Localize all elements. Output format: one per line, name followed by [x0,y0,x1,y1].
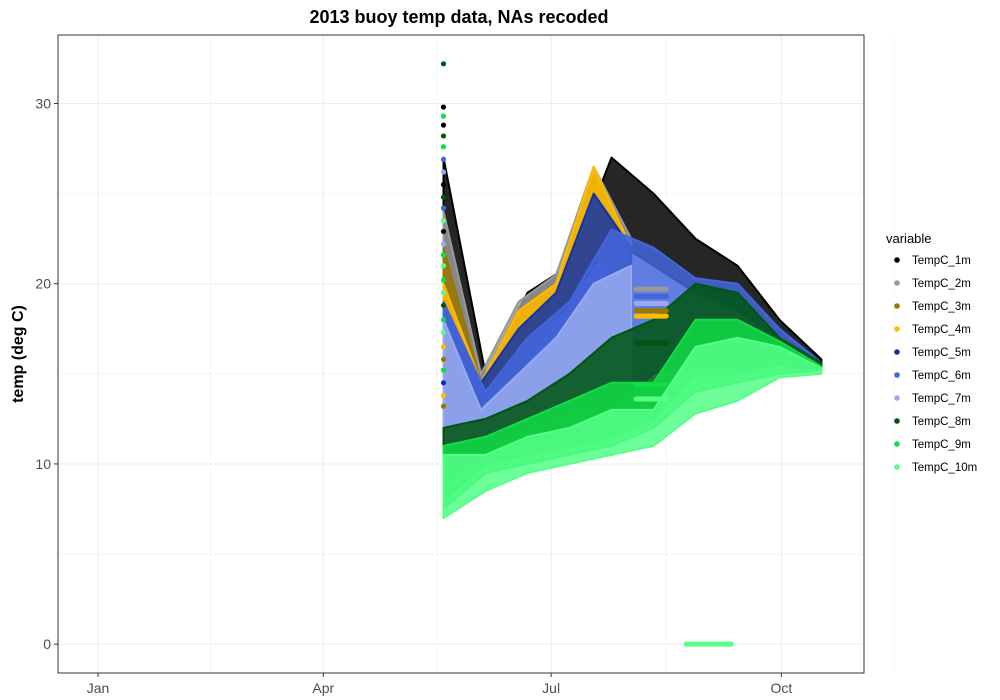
panel-border [57,34,865,674]
legend-label: TempC_3m [912,301,971,313]
legend-key-TempC_9m [894,441,900,447]
legend-title: variable [886,231,932,246]
data-point-TempC_6m [440,205,447,211]
legend-key-TempC_3m [894,303,900,309]
legend-label: TempC_8m [912,416,971,428]
legend-key-TempC_10m [894,464,900,470]
data-point-TempC_3m [440,403,447,409]
legend-item-TempC_5m: TempC_5m [894,347,971,359]
y-axis-label: temp (deg C) [10,305,27,403]
legend-item-TempC_4m: TempC_4m [894,324,971,336]
data-point-TempC_1m [440,181,447,188]
legend-label: TempC_4m [912,324,971,336]
legend-item-TempC_8m: TempC_8m [894,416,971,428]
legend-key-TempC_2m [894,280,900,286]
legend-key-TempC_8m [894,418,900,424]
legend-item-TempC_1m: TempC_1m [894,255,971,267]
data-point-TempC_1m [440,122,447,128]
plot-area [440,61,823,647]
data-point-TempC_9m [440,113,447,119]
data-point-TempC_1m [440,228,447,235]
data-point-TempC_10m [440,290,447,296]
y-tick-label: 20 [35,276,51,292]
legend-label: TempC_1m [912,255,971,267]
data-point-TempC_5m [440,380,447,386]
data-point-TempC_6m [440,156,447,162]
chart-title: 2013 buoy temp data, NAs recoded [309,7,608,27]
data-point-TempC_8m [440,133,447,139]
legend-label: TempC_10m [912,462,977,474]
data-point-TempC_9m [440,277,447,283]
legend-item-TempC_7m: TempC_7m [894,393,971,405]
x-tick-label: Jan [87,680,110,696]
legend-label: TempC_2m [912,278,971,290]
data-point-TempC_7m [440,169,447,175]
legend-item-TempC_3m: TempC_3m [894,301,971,313]
legend-item-TempC_10m: TempC_10m [894,462,977,474]
x-tick-label: Jul [542,680,560,696]
data-point-TempC_8m [440,302,447,308]
legend-item-TempC_2m: TempC_2m [894,278,971,290]
legend-key-TempC_6m [894,372,900,378]
data-point-TempC_8m [440,194,447,200]
legend: variable TempC_1m TempC_2m TempC_3m TempC_4m… [886,231,977,474]
axes: 0 10 20 30 Jan Apr Jul Oct [35,95,792,696]
y-tick-label: 30 [35,95,51,111]
data-point-TempC_8m [440,61,447,67]
legend-key-TempC_4m [894,326,900,332]
data-point-TempC_4m [440,344,447,350]
legend-label: TempC_6m [912,370,971,382]
legend-key-TempC_1m [894,257,900,263]
data-point-TempC_10m [440,218,447,224]
data-point-TempC_9m [440,317,447,323]
y-tick-label: 10 [35,456,51,472]
data-point-TempC_3m [440,356,447,363]
legend-label: TempC_7m [912,393,971,405]
data-point-TempC_10m [440,329,447,335]
legend-label: TempC_5m [912,347,971,359]
data-point-TempC_7m [440,241,447,247]
legend-key-TempC_5m [894,349,900,355]
x-tick-label: Oct [771,680,793,696]
x-tick-label: Apr [312,680,334,696]
data-point-TempC_10m [440,263,447,269]
legend-item-TempC_6m: TempC_6m [894,370,971,382]
data-point-TempC_9m [440,144,447,150]
legend-label: TempC_9m [912,439,971,451]
legend-item-TempC_9m: TempC_9m [894,439,971,451]
legend-key-TempC_7m [894,395,900,401]
data-point-TempC_9m [440,367,447,373]
y-tick-label: 0 [43,636,51,652]
data-point-TempC_1m [440,104,447,110]
data-point-TempC_9m [440,252,447,258]
series-band-TempC_10m [442,336,823,519]
data-point-TempC_4m [440,392,447,399]
